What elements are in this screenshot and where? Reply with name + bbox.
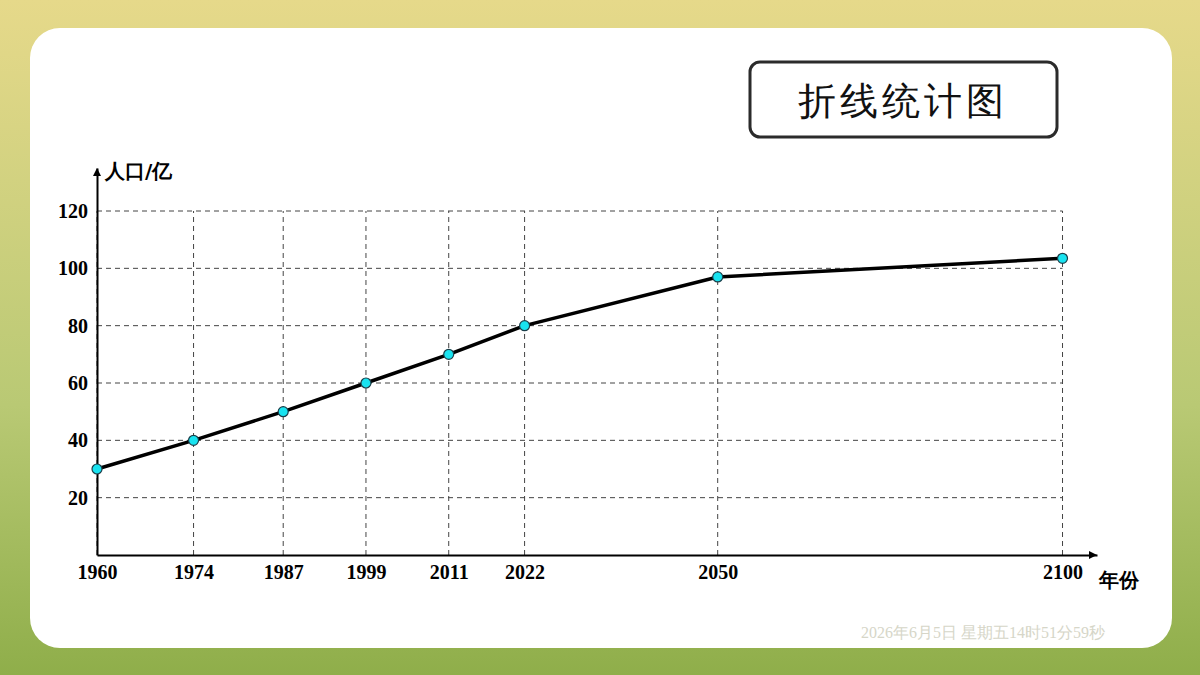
data-point — [1058, 253, 1068, 263]
x-tick-label: 2011 — [430, 561, 469, 583]
title-frame — [750, 62, 1057, 137]
y-tick: 120 — [58, 200, 97, 222]
x-tick: 2050 — [698, 555, 738, 583]
y-tick-label: 40 — [68, 429, 88, 451]
x-tick: 1987 — [264, 555, 304, 583]
x-tick: 2100 — [1043, 555, 1083, 583]
x-axis: 1960 1974 1987 1999 2011 2022 2050 2100 — [78, 555, 1098, 583]
x-tick: 2022 — [505, 555, 545, 583]
title-box: 折线统计图 — [750, 62, 1057, 137]
x-tick-label: 1974 — [174, 561, 214, 583]
grid-line-x — [193, 211, 194, 555]
grid-line-x — [283, 211, 284, 555]
y-tick: 40 — [68, 429, 97, 451]
x-tick-label: 2100 — [1043, 561, 1083, 583]
x-tick: 1999 — [346, 555, 386, 583]
x-axis-arrow — [1089, 551, 1097, 559]
annotation: 2026年6月5日 星期五14时51分59秒 — [861, 624, 1105, 641]
y-axis-title: 人口/亿 — [104, 159, 173, 183]
y-tick: 20 — [68, 487, 97, 509]
x-tick-label: 1999 — [346, 561, 386, 583]
grid-line-y — [97, 497, 1063, 498]
y-axis-arrow — [93, 168, 101, 176]
background — [0, 0, 1200, 675]
x-axis-title: 年份 — [1098, 568, 1140, 592]
grid-line-y — [97, 383, 1063, 384]
panel — [30, 28, 1172, 648]
data-point — [444, 349, 454, 359]
grid-line-y — [97, 440, 1063, 441]
title: 折线统计图 — [798, 79, 1008, 123]
grid-line-x — [448, 211, 449, 555]
data-point — [278, 407, 288, 417]
x-tick-label: 2022 — [505, 561, 545, 583]
data-point — [361, 378, 371, 388]
y-axis-line — [97, 169, 99, 556]
y-tick: 100 — [58, 257, 97, 279]
grid-line-x — [717, 211, 718, 555]
y-tick-label: 120 — [58, 200, 88, 222]
x-tick: 2011 — [430, 555, 469, 583]
y-tick-label: 100 — [58, 257, 88, 279]
y-tick-label: 60 — [68, 372, 88, 394]
x-axis-line — [98, 555, 1098, 557]
chart-svg: 折线统计图 1960 1974 1987 1999 2011 2022 2050 2100 20 4… — [0, 0, 1200, 675]
grid-line-y — [97, 268, 1063, 269]
grid — [97, 211, 1063, 555]
grid-line-y — [97, 211, 1063, 212]
x-tick-label: 1960 — [78, 561, 118, 583]
data-line — [97, 258, 1063, 469]
data-point — [189, 435, 199, 445]
data-point — [92, 464, 102, 474]
y-axis: 20 40 60 80 100 120 — [58, 169, 98, 556]
y-tick: 80 — [68, 315, 97, 337]
data-point — [713, 272, 723, 282]
grid-line-x — [524, 211, 525, 555]
y-tick-label: 80 — [68, 315, 88, 337]
y-tick-label: 20 — [68, 487, 88, 509]
x-tick: 1960 — [78, 555, 118, 583]
x-tick-label: 1987 — [264, 561, 304, 583]
x-tick: 1974 — [174, 555, 214, 583]
data-point — [520, 321, 530, 331]
marks — [92, 253, 1068, 474]
y-tick: 60 — [68, 372, 97, 394]
x-tick-label: 2050 — [698, 561, 738, 583]
grid-line-y — [97, 325, 1063, 326]
